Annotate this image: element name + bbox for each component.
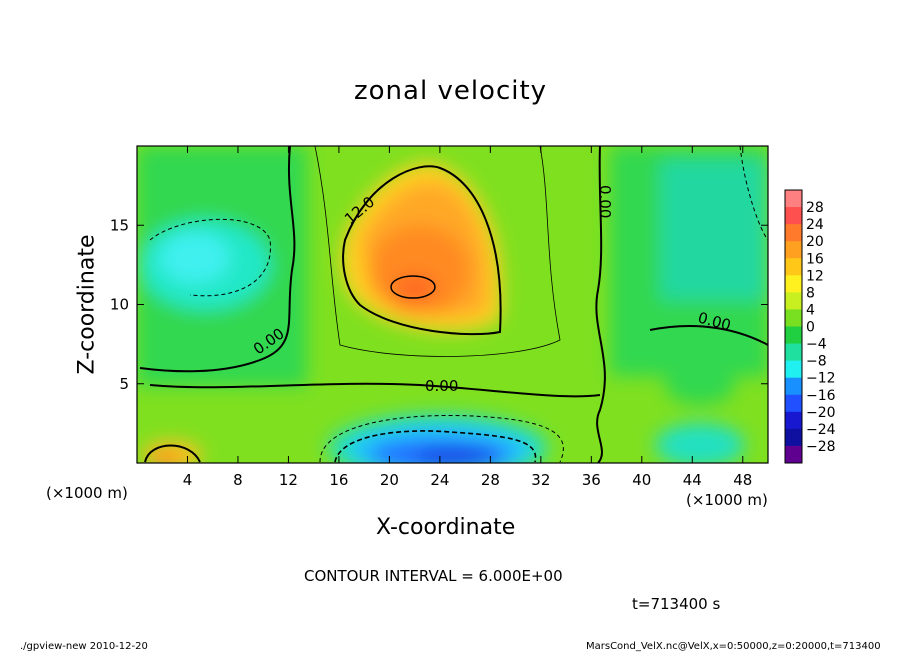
x-unit-right: (×1000 m) bbox=[686, 491, 768, 509]
colorbar-swatch bbox=[785, 360, 802, 379]
colorbar-swatch bbox=[785, 411, 802, 430]
y-tick-label: 5 bbox=[119, 375, 129, 393]
colorbar-swatch bbox=[785, 224, 802, 242]
heatmap-field bbox=[137, 146, 768, 463]
colorbar-swatch bbox=[785, 445, 802, 464]
colorbar-label: −20 bbox=[806, 405, 836, 421]
colorbar-label: 12 bbox=[806, 268, 824, 284]
x-tick-label: 12 bbox=[279, 471, 298, 489]
x-tick-label: 16 bbox=[329, 471, 348, 489]
colorbar-label: 20 bbox=[806, 234, 824, 250]
x-tick-label: 24 bbox=[430, 471, 449, 489]
x-tick-label: 48 bbox=[733, 471, 752, 489]
x-tick-label: 36 bbox=[582, 471, 601, 489]
x-tick-label: 4 bbox=[183, 471, 193, 489]
x-unit-left: (×1000 m) bbox=[46, 484, 128, 502]
colorbar-label: 28 bbox=[806, 200, 824, 216]
colorbar-label: 24 bbox=[806, 217, 824, 233]
colorbar-swatch bbox=[785, 326, 802, 345]
x-tick-label: 28 bbox=[481, 471, 500, 489]
x-tick-label: 32 bbox=[531, 471, 550, 489]
y-tick-label: 10 bbox=[110, 296, 129, 314]
y-ticks: 5 10 15 bbox=[110, 216, 768, 393]
colorbar-label: −28 bbox=[806, 439, 836, 455]
colorbar-swatch bbox=[785, 275, 802, 293]
x-ticks: 4 8 12 16 20 24 28 32 36 40 44 48 bbox=[183, 146, 752, 489]
colorbar-label: −4 bbox=[806, 337, 827, 353]
colorbar-swatch bbox=[785, 190, 802, 208]
x-axis-label: X-coordinate bbox=[376, 515, 516, 540]
y-axis-label: Z-coordinate bbox=[74, 234, 100, 375]
colorbar-label: 16 bbox=[806, 251, 824, 267]
colorbar-swatch bbox=[785, 207, 802, 225]
x-tick-label: 20 bbox=[380, 471, 399, 489]
y-tick-label: 15 bbox=[110, 216, 129, 234]
colorbar-label: 8 bbox=[806, 285, 815, 301]
chart-title: zonal velocity bbox=[354, 76, 548, 106]
x-tick-label: 40 bbox=[632, 471, 651, 489]
x-tick-label: 8 bbox=[233, 471, 243, 489]
colorbar-label: 4 bbox=[806, 302, 815, 318]
colorbar-swatch bbox=[785, 309, 802, 327]
colorbar-label: 0 bbox=[806, 320, 815, 336]
colorbar-label: −16 bbox=[806, 388, 836, 404]
colorbar-label: −24 bbox=[806, 422, 836, 438]
colorbar-swatch bbox=[785, 377, 802, 396]
contour-label: 0.00 bbox=[596, 185, 614, 218]
colorbar-swatch bbox=[785, 258, 802, 276]
time-label: t=713400 s bbox=[632, 595, 721, 613]
colorbar-swatch bbox=[785, 241, 802, 259]
colorbar-swatch bbox=[785, 394, 802, 413]
colorbar-label: −12 bbox=[806, 371, 836, 387]
colorbar-swatch bbox=[785, 428, 802, 447]
footer-right: MarsCond_VelX.nc@VelX,x=0:50000,z=0:2000… bbox=[586, 641, 881, 652]
colorbar-frame bbox=[784, 189, 803, 464]
footer-left: ./gpview-new 2010-12-20 bbox=[20, 641, 148, 652]
x-tick-label: 44 bbox=[683, 471, 702, 489]
colorbar-swatch bbox=[785, 343, 802, 362]
colorbar-swatch bbox=[785, 292, 802, 310]
contour-label: 0.00 bbox=[425, 377, 458, 395]
colorbar-label: −8 bbox=[806, 354, 827, 370]
contour-interval: CONTOUR INTERVAL = 6.000E+00 bbox=[304, 567, 563, 585]
